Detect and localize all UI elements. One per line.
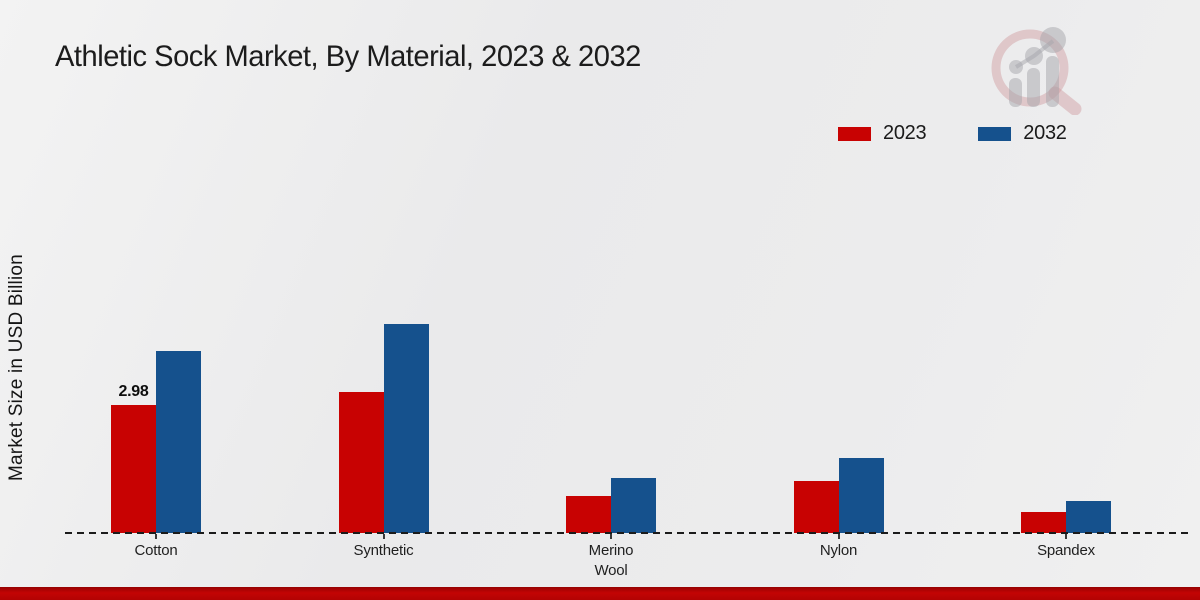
bar-2032-merino-wool: [611, 478, 656, 533]
legend-label-2032: 2032: [1023, 122, 1067, 144]
bar-2032-synthetic: [383, 324, 429, 533]
x-axis-label-spandex: Spandex: [1037, 542, 1095, 559]
x-axis-tick-merino-wool: [610, 534, 612, 539]
bar-2032-cotton: [156, 351, 201, 533]
x-axis-tick-nylon: [837, 534, 840, 539]
bar-2023-synthetic: [338, 392, 384, 533]
bar-2023-spandex: [1021, 512, 1066, 533]
bar-2023-cotton: [111, 405, 156, 533]
legend-swatch-2023: [838, 126, 871, 141]
bar-2023-merino-wool: [566, 496, 611, 533]
x-axis-label-nylon: Nylon: [819, 542, 858, 559]
x-axis-tick-synthetic: [382, 534, 385, 539]
legend-item-2023: 2023: [838, 122, 927, 145]
legend-label-2023: 2023: [883, 122, 927, 144]
magnifier-bar-chart-logo-icon: [991, 27, 1082, 115]
x-axis-baseline: [65, 532, 1192, 534]
bar-2032-spandex: [1066, 501, 1111, 533]
bar-2032-nylon: [838, 458, 884, 533]
data-label-2023-cotton: 2.98: [118, 383, 149, 400]
x-axis-label-cotton: Cotton: [134, 542, 178, 559]
legend-item-2032: 2032: [978, 122, 1067, 145]
bar-2023-nylon: [793, 481, 839, 533]
legend: 2023 2032: [838, 122, 1067, 145]
x-axis-label-merino-wool: Merino Wool: [588, 542, 634, 580]
x-axis-tick-cotton: [155, 534, 157, 539]
legend-swatch-2032: [978, 126, 1012, 141]
x-axis-label-synthetic: Synthetic: [353, 542, 414, 559]
chart-title: Athletic Sock Market, By Material, 2023 …: [55, 40, 641, 73]
x-axis-tick-spandex: [1065, 534, 1067, 539]
bottom-red-strip: [0, 587, 1200, 600]
